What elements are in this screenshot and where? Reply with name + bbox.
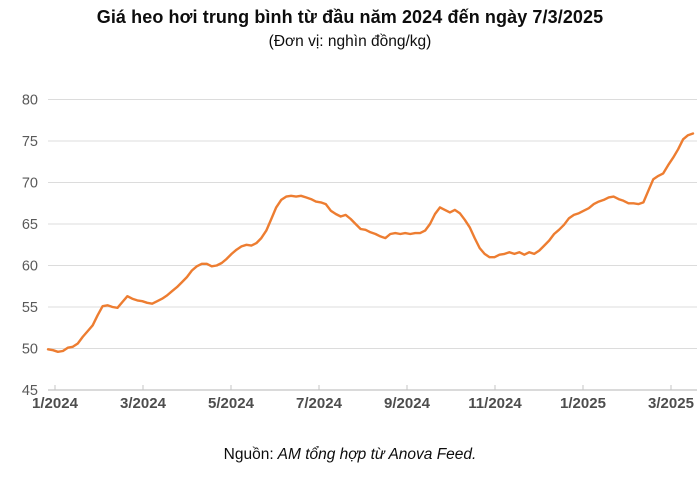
y-tick-label: 70 — [22, 176, 38, 192]
chart-subtitle: (Đơn vị: nghìn đồng/kg) — [268, 33, 432, 50]
x-axis-ticks — [54, 385, 672, 390]
x-tick-label: 3/2024 — [120, 395, 167, 412]
x-tick-label: 3/2025 — [648, 395, 694, 412]
x-tick-label: 9/2024 — [384, 395, 431, 412]
price-line-chart: 45 50 55 60 65 70 75 80 1/2024 3/2024 5/2024 7/202… — [22, 93, 697, 412]
chart-title: Giá heo hơi trung bình từ đầu năm 2024 đ… — [96, 7, 604, 27]
y-tick-label: 75 — [22, 134, 38, 150]
gridlines — [48, 99, 697, 391]
x-tick-label: 1/2024 — [32, 395, 79, 412]
source-text: AM tổng hợp từ Anova Feed. — [277, 446, 477, 463]
x-tick-label: 7/2024 — [296, 395, 343, 412]
y-tick-label: 60 — [22, 259, 38, 275]
x-tick-label: 5/2024 — [208, 395, 255, 412]
source-label: Nguồn: — [223, 446, 274, 463]
y-tick-label: 45 — [22, 383, 38, 399]
price-line — [46, 132, 695, 353]
y-tick-label: 55 — [22, 300, 38, 316]
y-axis-labels: 45 50 55 60 65 70 75 80 — [22, 93, 38, 400]
x-axis-labels: 1/2024 3/2024 5/2024 7/2024 9/2024 11/2024 1/2… — [32, 395, 694, 412]
y-tick-label: 50 — [22, 342, 38, 358]
y-tick-label: 65 — [22, 217, 38, 233]
x-tick-label: 1/2025 — [560, 395, 606, 412]
x-tick-label: 11/2024 — [468, 395, 522, 412]
y-tick-label: 80 — [22, 93, 38, 109]
source-note: Nguồn: AM tổng hợp từ Anova Feed. — [0, 446, 700, 464]
